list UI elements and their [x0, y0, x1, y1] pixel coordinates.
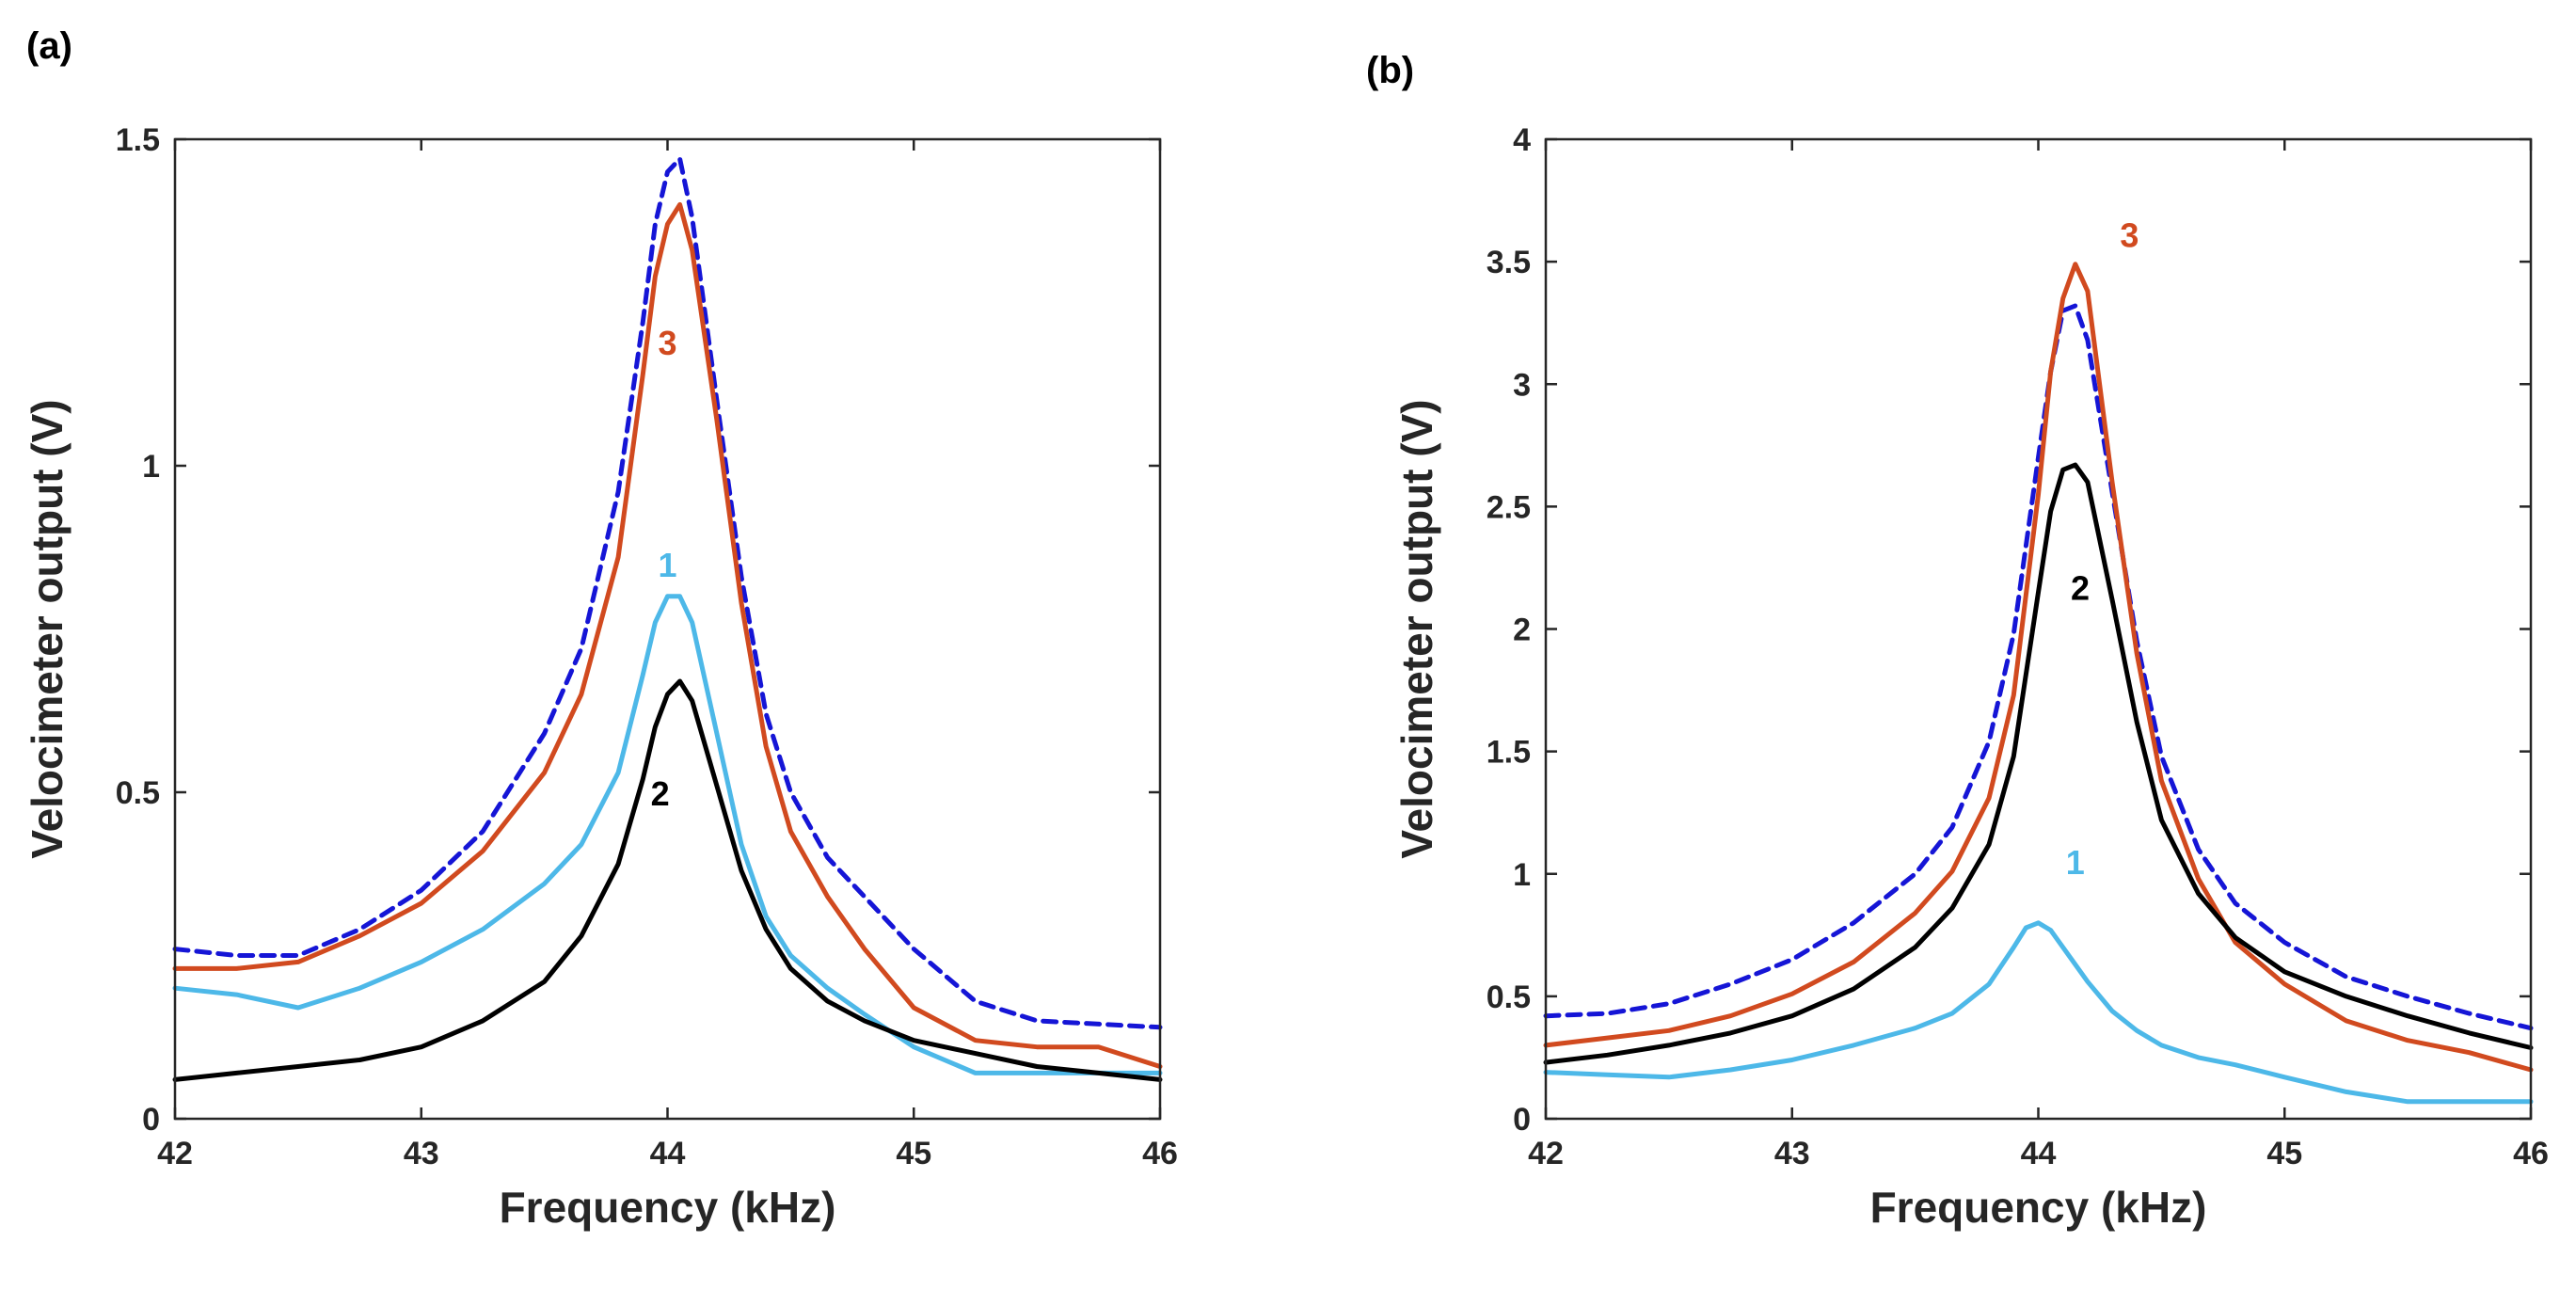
curve-annotation: 1 — [2066, 843, 2085, 882]
y-tick-label: 2 — [1513, 613, 1531, 648]
curve-annotation: 3 — [658, 324, 676, 362]
y-tick-label: 3.5 — [1487, 245, 1531, 280]
x-tick-label: 42 — [1528, 1136, 1564, 1171]
x-tick-label: 44 — [2021, 1136, 2057, 1171]
y-axis-title: Velocimeter output (V) — [23, 399, 72, 858]
x-tick-label: 46 — [2513, 1136, 2549, 1171]
series-line-3 — [1543, 462, 2534, 1065]
curve-annotation: 1 — [658, 546, 676, 584]
x-tick-label: 45 — [896, 1136, 931, 1171]
series-line-1 — [172, 156, 1163, 1030]
panel-a: (a) 42 43 44 45 46 0 0.5 1 1.5 Frequency (kHz) Velo… — [23, 25, 1178, 1232]
curve-annotation: 2 — [651, 774, 670, 813]
y-tick-label: 0 — [1513, 1102, 1531, 1138]
series-line-3 — [172, 594, 1163, 1075]
panel-label: (a) — [26, 25, 72, 67]
axes-frame — [173, 137, 1162, 1121]
y-tick-label: 1 — [1513, 857, 1531, 893]
y-tick-label: 1.5 — [1487, 735, 1531, 771]
x-tick-label: 43 — [404, 1136, 439, 1171]
series-line-4 — [1543, 920, 2534, 1105]
y-tick-label: 1.5 — [116, 122, 160, 158]
y-axis-title: Velocimeter output (V) — [1392, 399, 1441, 858]
x-axis-title: Frequency (kHz) — [500, 1183, 836, 1232]
series-line-4 — [172, 678, 1163, 1082]
panel-label: (b) — [1366, 50, 1414, 91]
curve-annotation: 2 — [2071, 568, 2090, 607]
x-tick-label: 45 — [2266, 1136, 2302, 1171]
panel-b: (b) 42 43 44 45 46 0 0.5 1 1.5 2 2.5 3 3.5 4 Frequency … — [1366, 50, 2549, 1232]
x-tick-label: 43 — [1774, 1136, 1810, 1171]
y-tick-label: 1 — [142, 449, 160, 485]
axes-frame — [1544, 137, 2533, 1121]
x-tick-label: 42 — [157, 1136, 193, 1171]
x-axis-title: Frequency (kHz) — [1870, 1183, 2207, 1232]
y-tick-label: 2.5 — [1487, 489, 1531, 525]
x-tick-label: 46 — [1142, 1136, 1178, 1171]
y-tick-label: 4 — [1513, 122, 1531, 158]
y-tick-label: 3 — [1513, 367, 1531, 403]
curve-annotation: 3 — [2120, 216, 2139, 255]
y-tick-label: 0 — [142, 1102, 160, 1138]
x-tick-label: 44 — [650, 1136, 686, 1171]
series-line-2 — [1543, 262, 2534, 1073]
series-line-2 — [172, 201, 1163, 1069]
y-tick-label: 0.5 — [116, 775, 160, 811]
series-line-1 — [1543, 303, 2534, 1031]
y-tick-label: 0.5 — [1487, 979, 1531, 1015]
